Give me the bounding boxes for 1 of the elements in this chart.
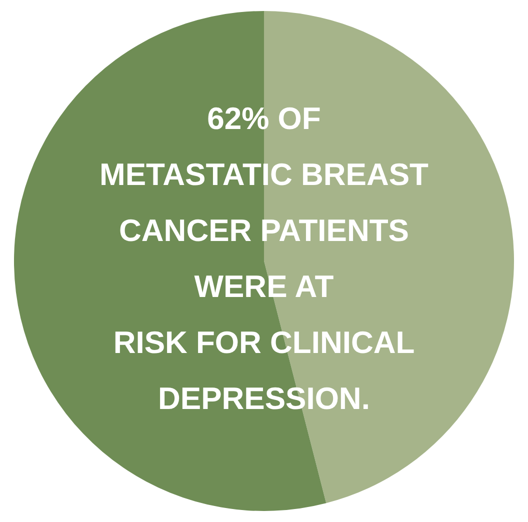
text: 62% OF METASTATIC BREAST CANCER PATIENTS WERE AT RISK FOR CLINICAL DEPRESSION. xyxy=(100,101,429,416)
